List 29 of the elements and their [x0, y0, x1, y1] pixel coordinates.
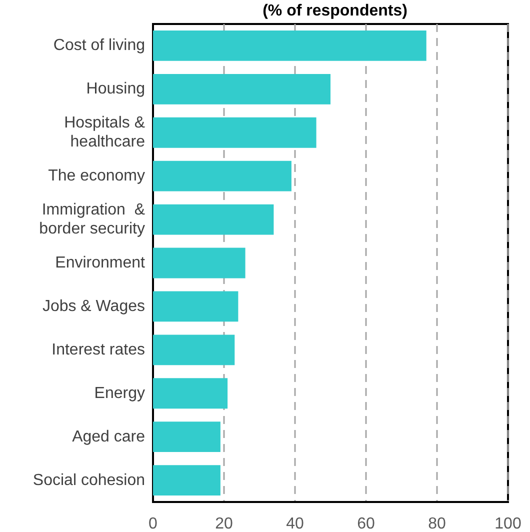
y-tick-label: Environment	[55, 254, 146, 272]
bar	[153, 30, 426, 61]
y-tick-label: Cost of living	[53, 37, 145, 54]
y-tick-label: Energy	[94, 384, 145, 402]
bar	[153, 117, 316, 148]
y-tick-label: The economy	[48, 168, 145, 185]
y-tick-label: Jobs & Wages	[42, 298, 145, 315]
x-tick-label: 80	[428, 516, 446, 532]
y-tick-label: Social cohesion	[32, 472, 145, 489]
bar	[153, 248, 246, 278]
bar	[153, 334, 235, 366]
x-tick-label: 100	[494, 516, 522, 532]
x-tick-label: 20	[215, 516, 233, 532]
chart-title: (% of respondents)	[262, 2, 408, 20]
y-tick-label: Interest rates	[52, 341, 145, 358]
y-tick-label: Housing	[86, 80, 145, 98]
x-tick-label: 0	[148, 516, 158, 532]
bar	[153, 465, 220, 496]
bar	[153, 378, 228, 409]
y-tick-label: Aged care	[72, 428, 146, 446]
bar	[153, 74, 330, 104]
bar	[153, 160, 292, 192]
bar	[153, 204, 274, 235]
y-tick-label: Immigration & border security	[39, 202, 146, 238]
bar	[153, 422, 220, 452]
y-tick-label: Hospitals & healthcare	[64, 114, 146, 151]
x-tick-label: 40	[286, 516, 304, 532]
bar	[153, 291, 238, 322]
x-tick-label: 60	[357, 516, 375, 532]
